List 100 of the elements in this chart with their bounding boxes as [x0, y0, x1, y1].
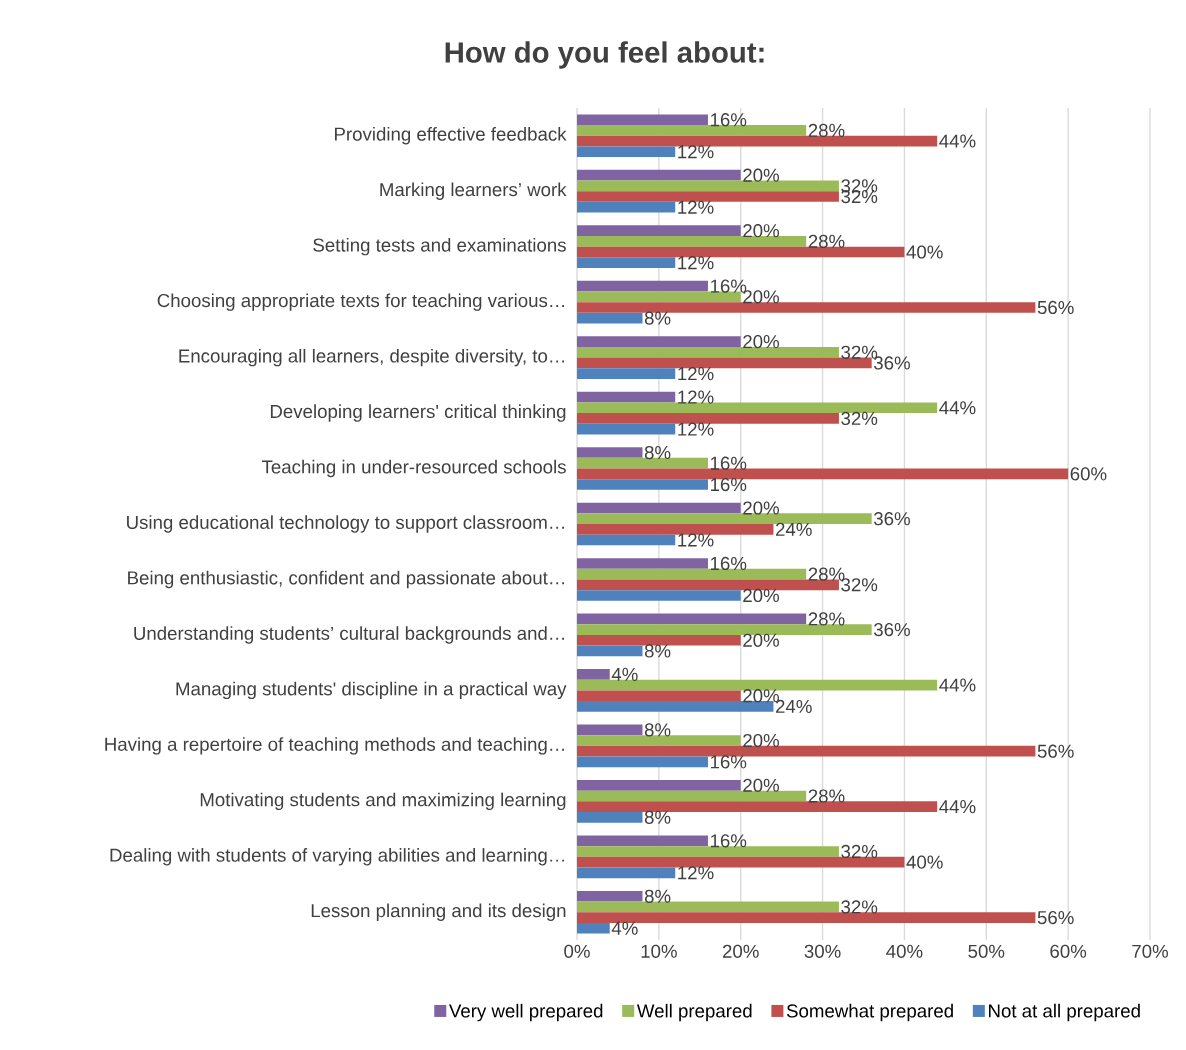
data-label: 20%	[743, 224, 779, 238]
chart-title: How do you feel about:	[445, 41, 764, 69]
bar	[577, 624, 872, 635]
data-label: 20%	[743, 168, 779, 182]
bar	[577, 613, 807, 625]
data-label: 8%	[644, 723, 671, 737]
x-tick-label: 10%	[641, 944, 677, 958]
bar	[577, 558, 708, 569]
data-label: 20%	[743, 588, 779, 603]
data-label: 36%	[873, 622, 910, 637]
x-tick-label: 0%	[564, 944, 590, 958]
bar	[577, 901, 839, 913]
data-label: 16%	[710, 477, 747, 492]
bar	[577, 146, 676, 158]
legend-label: Not at all prepared	[989, 1003, 1140, 1022]
bar	[577, 479, 708, 490]
y-tick-label: Setting tests and examinations	[313, 237, 566, 256]
data-label: 28%	[808, 123, 845, 138]
data-label: 20%	[743, 633, 779, 647]
data-label: 16%	[710, 456, 747, 470]
bar	[577, 701, 774, 712]
data-label: 24%	[775, 522, 812, 536]
data-label: 12%	[678, 200, 714, 214]
data-label: 56%	[1037, 300, 1074, 315]
data-label: 4%	[611, 921, 638, 935]
legend-label: Somewhat prepared	[786, 1003, 953, 1022]
y-tick-label: Teaching in under-resourced schools	[261, 459, 566, 478]
bar	[577, 780, 741, 791]
bar	[577, 191, 839, 202]
bar	[577, 125, 807, 136]
data-label: 32%	[841, 900, 878, 914]
bar	[577, 912, 1036, 923]
data-label: 20%	[743, 334, 779, 349]
y-tick-label: Motivating students and maximizing learning	[200, 792, 566, 811]
bar	[577, 690, 741, 702]
x-tick-label: 40%	[886, 944, 923, 958]
y-tick-label: Managing students' discipline in a practical way	[176, 681, 567, 700]
data-label: 20%	[743, 733, 779, 748]
bar	[577, 735, 741, 746]
data-label: 12%	[678, 145, 714, 159]
x-tick-label: 20%	[722, 944, 759, 958]
bar	[577, 801, 938, 812]
data-label: 56%	[1037, 910, 1074, 925]
data-label: 12%	[678, 422, 714, 436]
x-tick-label: 50%	[968, 944, 1005, 958]
x-tick-label: 70%	[1132, 944, 1168, 958]
bar	[577, 246, 905, 258]
bar	[577, 679, 938, 691]
bar	[577, 856, 905, 868]
bar	[577, 368, 676, 379]
data-label: 16%	[710, 755, 747, 769]
y-tick-label: Encouraging all learners, despite diversity, to…	[179, 348, 564, 367]
bar	[577, 756, 708, 768]
bar	[577, 724, 643, 736]
bar	[577, 468, 1069, 480]
y-tick-label: Developing learners' critical thinking	[270, 404, 566, 422]
bar	[577, 391, 676, 403]
y-tick-label: Providing effective feedback	[334, 127, 567, 145]
bar	[577, 812, 643, 823]
data-label: 32%	[841, 411, 878, 426]
bar	[577, 502, 741, 514]
data-label: 40%	[906, 855, 943, 869]
y-tick-label: Marking learners’ work	[380, 182, 567, 200]
y-tick-label: Using educational technology to support classroom…	[127, 515, 564, 533]
data-label: 44%	[939, 800, 976, 814]
y-tick-label: Having a repertoire of teaching methods and teaching…	[105, 737, 564, 755]
y-tick-label: Lesson planning and its design	[311, 903, 566, 921]
bar	[577, 257, 676, 268]
data-label: 12%	[678, 533, 714, 547]
data-label: 16%	[710, 834, 747, 848]
data-label: 8%	[644, 311, 671, 325]
bar	[577, 534, 676, 546]
bar	[577, 336, 741, 347]
bar	[577, 423, 676, 435]
data-label: 12%	[678, 256, 714, 270]
y-tick-label: Understanding students’ cultural backgrounds and…	[134, 626, 564, 644]
data-label: 20%	[743, 501, 779, 515]
data-label: 60%	[1070, 467, 1107, 481]
data-label: 28%	[808, 789, 845, 803]
data-label: 44%	[939, 678, 976, 692]
data-label: 32%	[841, 844, 878, 859]
bar	[577, 835, 708, 847]
data-label: 12%	[678, 866, 714, 880]
data-label: 56%	[1037, 744, 1074, 758]
x-tick-label: 60%	[1050, 944, 1087, 958]
data-label: 44%	[939, 401, 976, 415]
y-tick-label: Choosing appropriate texts for teaching various…	[157, 293, 564, 311]
data-label: 28%	[808, 612, 845, 626]
bar	[577, 357, 872, 369]
bar	[577, 669, 610, 680]
bar	[577, 302, 1036, 313]
data-label: 8%	[644, 810, 671, 824]
x-tick-label: 30%	[804, 944, 841, 958]
data-label: 8%	[644, 644, 671, 658]
data-label: 20%	[743, 778, 779, 792]
data-label: 4%	[611, 667, 638, 681]
data-label: 16%	[710, 113, 747, 127]
bar	[577, 236, 807, 247]
data-label: 8%	[644, 445, 671, 460]
data-label: 36%	[873, 512, 910, 526]
